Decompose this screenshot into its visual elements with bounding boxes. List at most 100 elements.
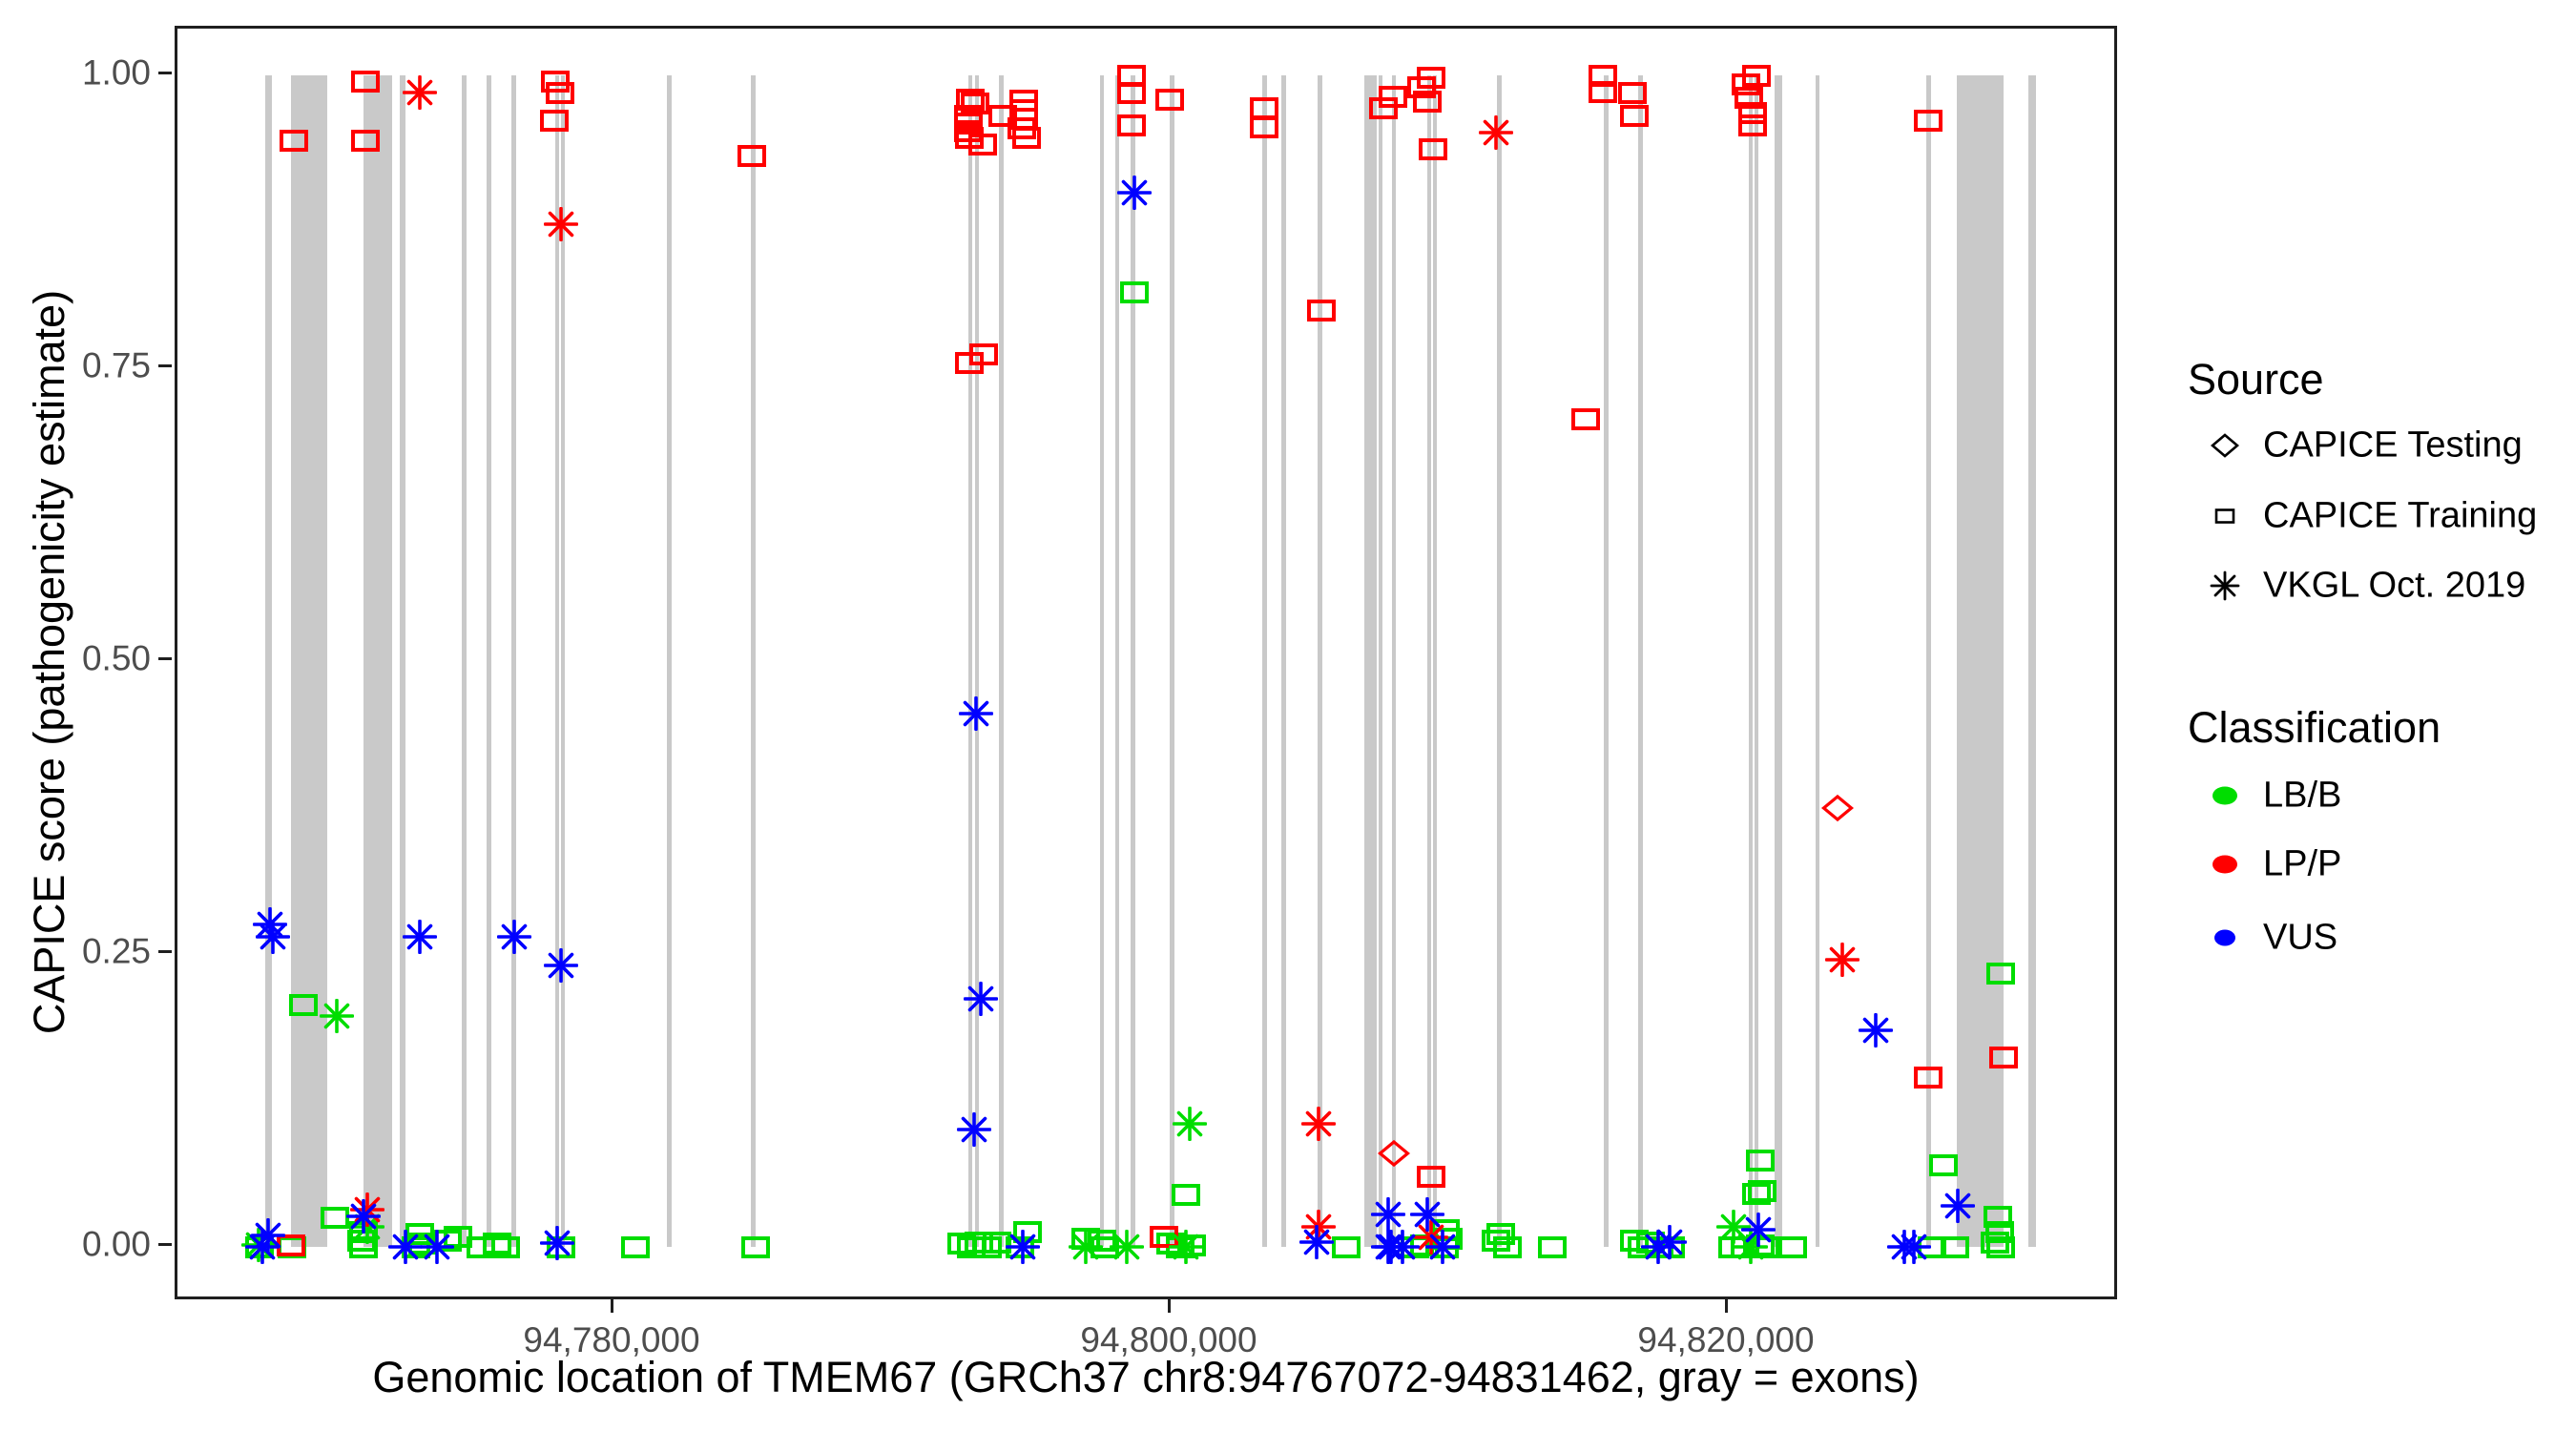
exon-band [975, 75, 980, 1247]
point-diamond-lpp [1377, 1136, 1411, 1171]
point-square-lbb [1745, 1173, 1779, 1208]
diamond-icon [2202, 423, 2248, 468]
point-asterisk-lpp [1301, 1107, 1337, 1142]
point-asterisk-vus [539, 1226, 574, 1261]
point-square-lpp [277, 123, 311, 157]
point-square-lpp [1615, 75, 1650, 110]
point-square-lpp [1247, 110, 1281, 144]
point-asterisk-lbb [1169, 1230, 1204, 1264]
point-square-lpp [538, 64, 572, 98]
point-asterisk-lpp [1479, 115, 1514, 151]
point-square-lbb [1981, 1199, 2015, 1234]
y-tick-label: 1.00 [81, 52, 151, 93]
y-tick-label: 0.50 [81, 638, 151, 678]
point-asterisk-vus [345, 1199, 381, 1234]
point-square-lpp [1416, 132, 1450, 166]
exon-band [1638, 75, 1644, 1247]
point-square-lpp [966, 337, 1001, 371]
point-asterisk-lbb [1173, 1107, 1208, 1142]
point-square-lbb [1490, 1230, 1525, 1264]
exon-band [1170, 75, 1175, 1247]
point-asterisk-lbb [1716, 1210, 1752, 1245]
y-tick-mark [158, 71, 172, 74]
point-square-lbb [488, 1230, 523, 1264]
point-asterisk-lbb [349, 1210, 384, 1245]
point-square-lbb [318, 1200, 352, 1234]
point-square-lpp [1911, 1060, 1945, 1094]
point-square-lpp [1304, 293, 1339, 327]
point-square-lpp [966, 127, 1000, 161]
exon-band [999, 75, 1005, 1247]
point-asterisk-lbb [1110, 1230, 1145, 1264]
exon-band [2028, 75, 2037, 1247]
point-square-lbb [430, 1223, 465, 1257]
exon-band [1115, 75, 1120, 1247]
y-tick-label: 0.75 [81, 345, 151, 385]
exon-band [1379, 75, 1383, 1247]
point-square-lbb [1535, 1230, 1569, 1264]
point-square-lpp [1986, 1040, 2021, 1074]
exon-band [290, 75, 327, 1247]
asterisk-icon [2202, 563, 2248, 609]
point-square-lpp [1732, 80, 1766, 114]
point-asterisk-vus [957, 1112, 992, 1148]
point-square-lbb [1169, 1177, 1203, 1212]
point-asterisk-vus [244, 1230, 280, 1264]
point-square-lpp [1366, 91, 1401, 125]
point-diamond-lpp [1820, 791, 1855, 825]
point-square-lpp [537, 103, 571, 137]
blue-dot-icon [2202, 915, 2248, 961]
legend-item-label: LB/B [2263, 775, 2342, 816]
point-square-lbb [1484, 1216, 1518, 1251]
point-asterisk-vus [388, 1230, 423, 1264]
point-square-lpp [1617, 98, 1652, 133]
point-asterisk-vus [419, 1230, 454, 1264]
exon-band [1755, 75, 1759, 1247]
point-square-lpp [986, 98, 1020, 133]
point-asterisk-vus [1859, 1012, 1894, 1047]
exon-band [363, 75, 392, 1247]
exon-band [667, 75, 672, 1247]
point-square-lpp [1735, 108, 1770, 142]
exon-band [510, 75, 516, 1247]
point-asterisk-vus [1941, 1189, 1976, 1224]
point-square-lbb [962, 1225, 996, 1259]
y-tick-label: 0.25 [81, 931, 151, 971]
exon-band [1427, 75, 1432, 1247]
point-asterisk-vus [1371, 1196, 1406, 1232]
point-square-lpp [1735, 95, 1770, 130]
exon-band [1749, 75, 1754, 1247]
exon-band [1131, 75, 1136, 1247]
plot-panel [175, 26, 2117, 1299]
point-asterisk-vus [1425, 1230, 1461, 1264]
point-asterisk-vus [1897, 1230, 1932, 1264]
point-square-lpp [1414, 1159, 1448, 1193]
point-square-lbb [1926, 1148, 1961, 1182]
point-square-lpp [1114, 75, 1149, 110]
legend-item-label: CAPICE Training [2263, 495, 2538, 536]
point-asterisk-lbb [1069, 1230, 1104, 1264]
point-square-lbb [738, 1230, 773, 1264]
exon-band [1957, 75, 2005, 1247]
x-tick-mark [1167, 1299, 1171, 1313]
red-dot-icon [2202, 841, 2248, 887]
point-square-lbb [1739, 1176, 1774, 1211]
point-square-lbb [1329, 1230, 1363, 1264]
point-square-lpp [1414, 60, 1448, 94]
point-square-lpp [735, 138, 769, 173]
point-asterisk-vus [1299, 1225, 1335, 1260]
point-square-lbb [1978, 1225, 2012, 1259]
x-tick-mark [610, 1299, 613, 1313]
point-square-lbb [1085, 1223, 1119, 1257]
point-square-lbb [1984, 1230, 2018, 1264]
point-asterisk-vus [1385, 1230, 1421, 1264]
point-asterisk-vus [543, 948, 578, 984]
point-square-lpp [348, 123, 383, 157]
green-dot-icon [2202, 773, 2248, 819]
x-tick-label: 94,780,000 [523, 1320, 700, 1359]
point-asterisk-vus [1741, 1212, 1776, 1247]
point-asterisk-lpp [543, 206, 578, 241]
exon-band [1775, 75, 1783, 1247]
exon-band [751, 75, 756, 1247]
point-asterisk-vus [1652, 1225, 1688, 1260]
